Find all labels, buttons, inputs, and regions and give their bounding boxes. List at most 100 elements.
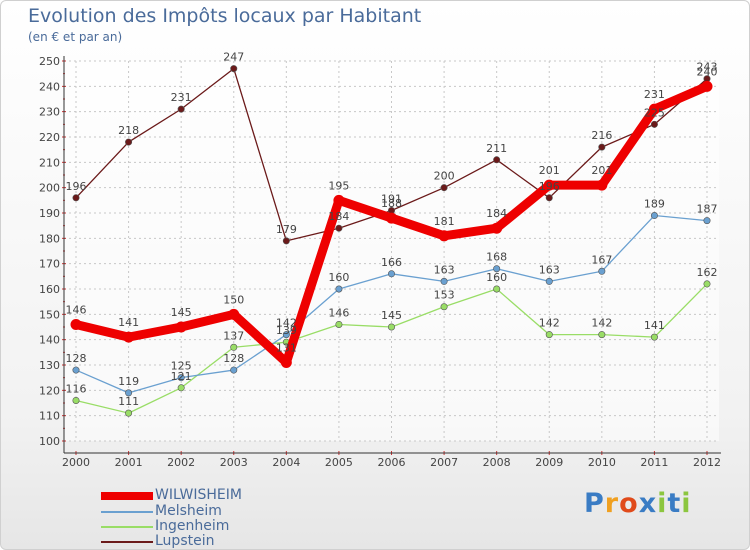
data-label-wilwisheim: 195 [328,179,349,192]
legend-swatch-ingenheim [101,526,153,528]
data-label-lupstein: 243 [697,61,718,74]
y-tick-label: 240 [39,80,60,93]
data-point-lupstein [493,156,501,164]
x-tick-label: 2011 [640,456,668,469]
data-label-lupstein: 211 [486,142,507,155]
data-label-lupstein: 216 [591,129,612,142]
data-label-ingenheim: 141 [644,319,665,332]
data-point-wilwisheim [333,194,345,206]
data-label-wilwisheim: 146 [66,303,87,316]
data-point-lupstein [545,194,553,202]
data-label-melsheim: 142 [276,317,297,330]
logo-letter: P [584,488,605,519]
proxiti-logo: Proxiti [584,488,692,519]
data-label-ingenheim: 111 [118,395,139,408]
data-label-melsheim: 128 [66,352,87,365]
legend-label-wilwisheim: WILWISHEIM [155,487,242,503]
data-label-wilwisheim: 240 [697,65,718,78]
data-label-melsheim: 189 [644,198,665,211]
data-label-ingenheim: 137 [223,329,244,342]
legend-label-melsheim: Melsheim [155,503,222,519]
data-point-ingenheim [440,303,448,311]
logo-letter: i [681,488,692,519]
data-label-ingenheim: 116 [66,382,87,395]
x-tick-label: 2006 [378,456,406,469]
x-tick-label: 2004 [272,456,300,469]
data-point-melsheim [177,374,185,382]
y-tick-label: 210 [39,156,60,169]
x-tick-label: 2002 [167,456,195,469]
logo-letter: o [619,488,639,519]
data-point-wilwisheim [123,331,135,343]
data-point-lupstein [335,224,343,232]
data-label-melsheim: 168 [486,251,507,264]
data-label-lupstein: 231 [171,91,192,104]
data-label-ingenheim: 142 [591,317,612,330]
data-point-wilwisheim [228,308,240,320]
data-label-wilwisheim: 201 [591,164,612,177]
data-label-wilwisheim: 181 [434,215,455,228]
data-label-melsheim: 163 [539,263,560,276]
data-point-lupstein [440,184,448,192]
data-label-wilwisheim: 201 [539,164,560,177]
data-label-lupstein: 184 [328,210,349,223]
data-point-wilwisheim [596,179,608,191]
data-point-melsheim [282,331,290,339]
data-label-lupstein: 218 [118,124,139,137]
data-point-wilwisheim [70,318,82,330]
data-label-wilwisheim: 145 [171,306,192,319]
y-tick-label: 180 [39,232,60,245]
data-point-melsheim [650,212,658,220]
logo-letter: r [604,488,620,519]
data-label-ingenheim: 162 [697,266,718,279]
data-label-melsheim: 160 [328,271,349,284]
y-tick-label: 120 [39,384,60,397]
data-point-wilwisheim [438,230,450,242]
data-point-wilwisheim [648,103,660,115]
data-point-melsheim [598,267,606,275]
y-tick-label: 140 [39,334,60,347]
x-tick-label: 2010 [588,456,616,469]
data-point-melsheim [72,366,80,374]
data-point-ingenheim [125,409,133,417]
y-tick-label: 170 [39,258,60,271]
data-point-wilwisheim [543,179,555,191]
x-tick-label: 2003 [220,456,248,469]
y-tick-label: 250 [39,55,60,68]
data-label-wilwisheim: 231 [644,88,665,101]
data-point-wilwisheim [701,80,713,92]
y-tick-label: 150 [39,308,60,321]
legend-swatch-wilwisheim [101,492,153,500]
data-point-lupstein [598,143,606,151]
data-point-ingenheim [493,285,501,293]
data-label-layer: 196 218 231 247 179 184 191 200 211 196 216 225 243 1… [66,51,718,409]
legend-label-ingenheim: Ingenheim [155,518,230,534]
data-label-ingenheim: 153 [434,289,455,302]
data-label-lupstein: 200 [434,170,455,183]
legend-swatch-lupstein [101,541,153,543]
y-tick-label: 160 [39,283,60,296]
data-label-ingenheim: 142 [539,317,560,330]
x-tick-label: 2000 [62,456,90,469]
data-point-lupstein [177,105,185,113]
data-point-ingenheim [545,331,553,339]
logo-letter: i [657,488,668,519]
data-point-wilwisheim [386,212,397,224]
data-point-melsheim [440,277,448,285]
y-tick-label: 220 [39,131,60,144]
data-label-lupstein: 179 [276,223,297,236]
data-point-lupstein [230,65,238,73]
y-tick-label: 100 [39,435,60,448]
data-label-wilwisheim: 141 [118,316,139,329]
data-point-ingenheim [177,384,185,392]
series-layer [70,65,713,417]
data-label-melsheim: 125 [171,360,192,373]
data-point-lupstein [125,138,133,146]
data-point-melsheim [230,366,238,374]
data-point-melsheim [493,265,501,273]
y-tick-label: 110 [39,410,60,423]
data-point-ingenheim [387,323,395,331]
data-point-melsheim [335,285,343,293]
data-point-lupstein [650,120,658,128]
